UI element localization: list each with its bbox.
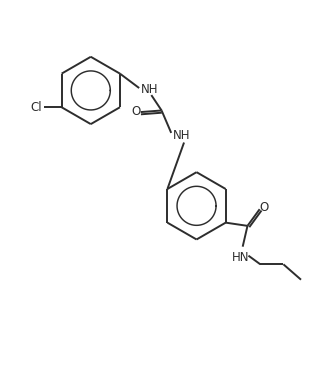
Text: NH: NH xyxy=(172,129,190,142)
Text: Cl: Cl xyxy=(31,101,42,114)
Text: O: O xyxy=(132,105,141,118)
Text: O: O xyxy=(260,201,269,214)
Text: HN: HN xyxy=(232,251,250,264)
Text: NH: NH xyxy=(140,83,158,96)
